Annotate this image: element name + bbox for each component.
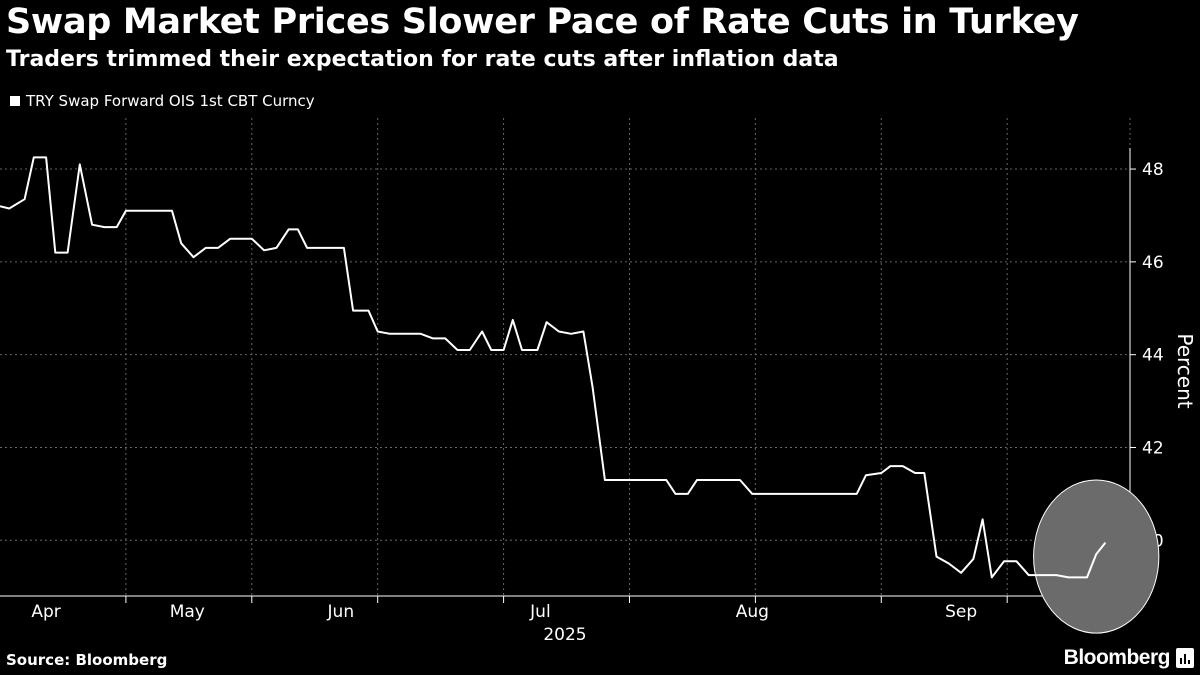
x-tick-label: May <box>170 602 205 622</box>
x-tick-label: Jun <box>327 602 355 622</box>
chart-subtitle: Traders trimmed their expectation for ra… <box>6 47 839 72</box>
x-tick-label: Jul <box>529 602 551 622</box>
x-axis-title: 2025 <box>543 625 586 645</box>
x-tick-label: Aug <box>736 602 769 622</box>
y-tick-label: 42 <box>1142 438 1164 458</box>
y-tick-label: 44 <box>1142 346 1164 366</box>
bloomberg-chart-icon <box>1176 648 1194 668</box>
chart-title: Swap Market Prices Slower Pace of Rate C… <box>6 2 1079 42</box>
source-note: Source: Bloomberg <box>6 651 168 669</box>
legend-swatch-icon <box>10 96 20 106</box>
series-line <box>0 156 1107 579</box>
x-tick-label: Apr <box>31 602 60 622</box>
legend: TRY Swap Forward OIS 1st CBT Curncy <box>10 92 315 110</box>
x-tick-label: Sep <box>945 602 977 622</box>
y-tick-label: 48 <box>1142 160 1164 180</box>
brand-logo: Bloomberg <box>1063 646 1171 669</box>
y-tick-label: 46 <box>1142 253 1164 273</box>
y-axis-title: Percent <box>1173 333 1197 408</box>
legend-label: TRY Swap Forward OIS 1st CBT Curncy <box>26 92 315 110</box>
